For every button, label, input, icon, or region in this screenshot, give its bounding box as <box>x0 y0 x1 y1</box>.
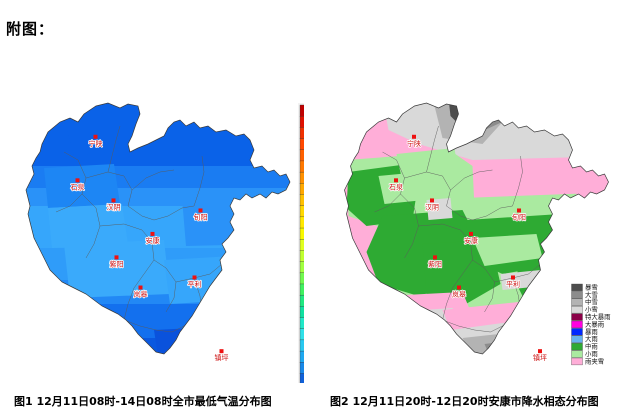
figure-precipitation-map: 宁陕石泉汉阴旬阳安康紫阳平利岚皋镇坪 暴雪 大雪 中雪 小雪 特大暴雨 大暴雨 暴雨 大雨 中雨… <box>320 48 625 383</box>
legend-label: 小雨 <box>585 349 598 358</box>
city-label: 镇坪 <box>533 353 547 362</box>
temperature-fill-layer <box>26 103 290 354</box>
colorbar-swatch <box>299 339 304 352</box>
legend-label: 大雪 <box>585 290 598 299</box>
colorbar-swatch <box>299 294 304 307</box>
colorbar-swatch <box>299 116 304 128</box>
colorbar-swatch <box>299 272 304 285</box>
legend-swatch <box>571 350 583 358</box>
city-marker <box>433 255 437 260</box>
colorbar-swatch <box>299 127 304 140</box>
city-label: 石泉 <box>71 182 85 191</box>
legend-swatch <box>571 313 583 321</box>
city-label: 平利 <box>506 279 520 288</box>
colorbar-swatch <box>299 227 304 240</box>
legend-label: 暴雪 <box>585 283 598 291</box>
county-boundaries <box>55 125 255 347</box>
colorbar-swatch <box>299 183 304 195</box>
city-marker <box>93 134 98 139</box>
colorbar-swatch <box>299 250 304 263</box>
legend-swatch <box>571 357 583 366</box>
city-label: 岚皋 <box>452 290 466 299</box>
colorbar-swatch <box>299 239 304 251</box>
temperature-colorbar: 4038363432302826242220181614121086420-2-… <box>298 103 304 383</box>
city-marker <box>517 208 521 213</box>
colorbar-swatch <box>299 138 304 151</box>
city-label: 安康 <box>146 236 160 245</box>
legend-label: 大暴雨 <box>585 319 605 328</box>
colorbar-swatch <box>299 104 304 117</box>
city-label: 旬阳 <box>194 212 208 221</box>
city-label: 汉阴 <box>425 202 439 211</box>
city-label: 宁陕 <box>407 139 421 148</box>
colorbar-swatch <box>299 205 304 218</box>
colorbar-swatch <box>299 362 304 374</box>
city-marker <box>150 231 155 236</box>
city-marker <box>198 208 203 213</box>
legend-label: 雨夹雪 <box>585 356 604 365</box>
colorbar-swatch <box>299 149 304 162</box>
city-label: 旬阳 <box>512 212 526 221</box>
colorbar-swatch <box>299 373 304 383</box>
city-marker <box>430 198 434 203</box>
city-marker <box>394 178 398 183</box>
city-label: 岚皋 <box>134 290 148 299</box>
colorbar-swatch <box>299 328 304 341</box>
legend-swatch <box>571 328 583 336</box>
city-marker <box>192 275 197 280</box>
legend-label: 特大暴雨 <box>585 312 611 321</box>
city-label: 石泉 <box>389 182 403 191</box>
city-label: 汉阴 <box>107 202 121 211</box>
legend-swatch <box>571 298 583 306</box>
legend-label: 暴雨 <box>585 328 598 336</box>
city-marker <box>114 255 119 260</box>
colorbar-swatch <box>299 317 304 330</box>
colorbar-swatch <box>299 261 304 274</box>
legend-label: 中雪 <box>585 297 598 306</box>
city-label: 宁陕 <box>89 139 103 148</box>
colorbar-swatch <box>299 171 304 184</box>
colorbar-swatch <box>299 194 304 207</box>
city-marker <box>138 285 143 290</box>
legend-swatch <box>571 291 583 299</box>
figure1-caption: 图1 12月11日08时-14日08时全市最低气温分布图 <box>14 395 272 408</box>
city-label: 紫阳 <box>428 259 442 268</box>
legend-label: 中雨 <box>585 342 598 351</box>
city-label: 镇坪 <box>215 353 229 362</box>
legend-swatch <box>571 320 583 329</box>
city-outline <box>25 102 291 355</box>
colorbar-swatch <box>299 160 304 173</box>
city-marker <box>538 349 542 354</box>
city-marker <box>457 285 461 290</box>
legend-swatch <box>571 343 583 351</box>
legend-swatch <box>571 283 583 292</box>
legend-label: 大雨 <box>585 334 598 343</box>
city-marker <box>511 275 515 280</box>
city-marker <box>219 349 224 354</box>
city-label: 紫阳 <box>110 259 124 268</box>
legend-swatch <box>571 335 583 343</box>
city-label: 平利 <box>188 279 202 288</box>
legend-swatch <box>571 306 583 314</box>
city-marker <box>469 231 473 236</box>
figure2-caption: 图2 12月11日20时-12日20时安康市降水相态分布图 <box>330 395 599 408</box>
city-outline <box>344 102 609 355</box>
city-marker <box>75 178 80 183</box>
colorbar-swatch <box>299 350 304 363</box>
legend-label: 小雪 <box>585 305 598 314</box>
colorbar-swatch <box>299 306 304 318</box>
city-label: 安康 <box>464 236 478 245</box>
colorbar-swatch <box>299 283 304 296</box>
colorbar-swatch <box>299 216 304 229</box>
city-marker <box>111 198 116 203</box>
page-title: 附图： <box>6 20 55 38</box>
city-marker <box>412 134 416 139</box>
